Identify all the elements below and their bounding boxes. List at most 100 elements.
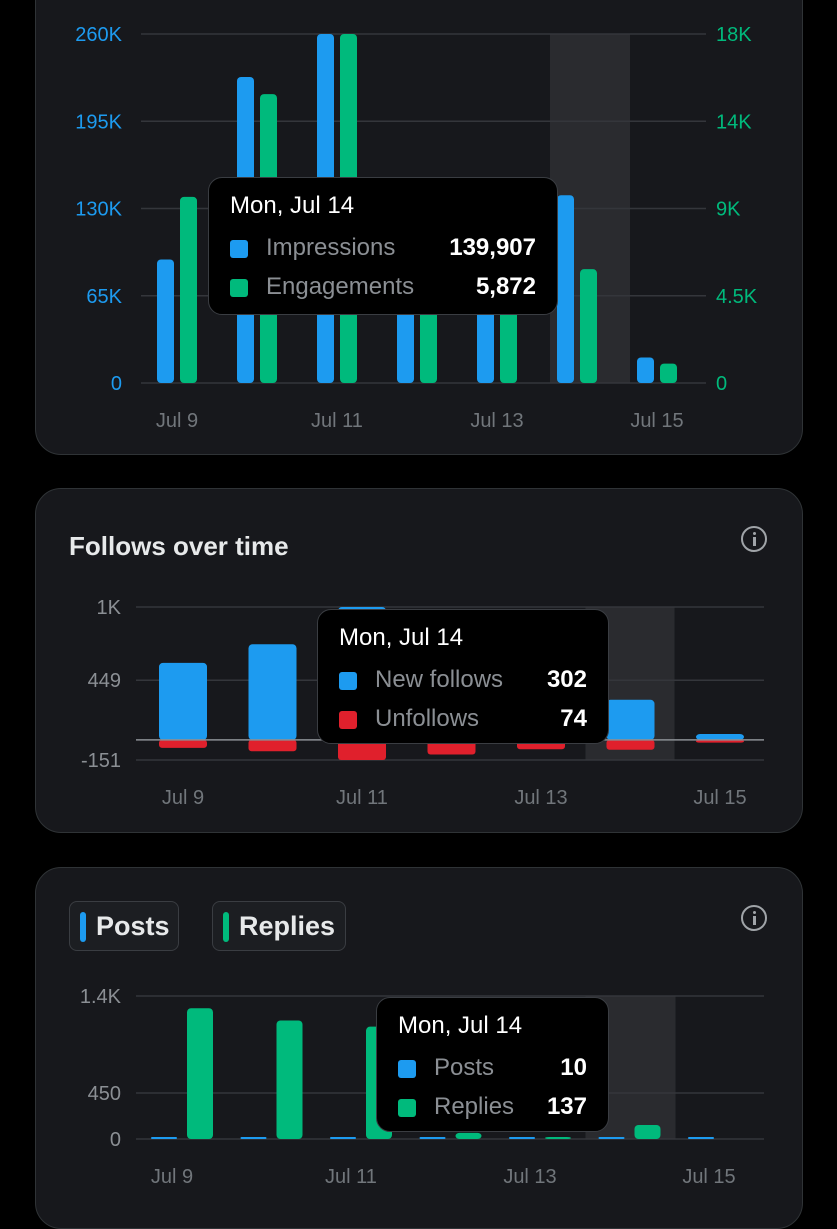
follows-tooltip: Mon, Jul 14 New follows 302 Unfollows 74	[317, 609, 609, 744]
replies-legend-marker	[223, 912, 229, 942]
y-left-tick-label: 130K	[75, 199, 122, 221]
y-tick-label: 450	[88, 1083, 121, 1105]
x-tick-label: Jul 11	[325, 1166, 377, 1188]
tooltip-date: Mon, Jul 14	[230, 192, 355, 219]
x-tick-label: Jul 9	[156, 410, 198, 432]
y-right-tick-label: 4.5K	[716, 286, 758, 308]
y-tick-label: 449	[88, 670, 121, 692]
tooltip-value: 74	[560, 705, 587, 732]
replies-bar	[634, 1125, 661, 1139]
follows-card: Follows over time -151 449 1K Jul 9 Jul 11 Ju…	[35, 488, 803, 833]
replies-bar	[545, 1136, 571, 1139]
y-right-tick-label: 18K	[716, 24, 752, 46]
tooltip-row-unfollows: Unfollows 74	[339, 704, 587, 734]
tooltip-label: Impressions	[266, 234, 396, 261]
posts-replies-card: Posts Replies 0 450 1.4K Jul 9 Jul 11 Jul 13 J…	[35, 867, 803, 1229]
tooltip-label: Unfollows	[375, 705, 480, 732]
engagements-bar	[500, 295, 517, 383]
tooltip-value: 137	[546, 1093, 587, 1120]
tooltip-row-impressions: Impressions 139,907	[230, 233, 536, 263]
tooltip-label: Replies	[434, 1093, 515, 1120]
posts-bar	[330, 1137, 356, 1139]
posts-bar	[688, 1137, 714, 1139]
engagements-bar	[580, 269, 597, 383]
x-tick-label: Jul 11	[311, 410, 363, 432]
tooltip-label: New follows	[375, 666, 504, 693]
engagements-bar	[660, 363, 677, 383]
new-follows-bar	[696, 733, 744, 740]
posts-bar	[240, 1137, 267, 1139]
tooltip-row-replies: Replies 137	[398, 1092, 587, 1122]
tooltip-date: Mon, Jul 14	[339, 624, 464, 651]
y-left-tick-label: 195K	[75, 111, 122, 133]
posts-tooltip: Mon, Jul 14 Posts 10 Replies 137	[376, 997, 609, 1132]
posts-bar	[151, 1137, 177, 1139]
new-follows-swatch	[339, 672, 357, 690]
y-right-tick-label: 0	[716, 373, 727, 395]
new-follows-bar	[248, 644, 297, 740]
posts-toggle[interactable]: Posts	[69, 901, 179, 951]
impressions-swatch	[230, 240, 248, 258]
y-left-tick-label: 260K	[75, 24, 122, 46]
x-tick-label: Jul 13	[470, 410, 523, 432]
impressions-engagements-card: 0 65K 130K 195K 260K 0 4.5K 9K 14K 18K Jul 9 Jul 11…	[35, 0, 803, 455]
y-tick-label: 1.4K	[80, 986, 122, 1008]
replies-swatch	[398, 1099, 416, 1117]
posts-bar	[419, 1137, 446, 1139]
tooltip-value: 10	[560, 1054, 587, 1081]
posts-bar	[598, 1137, 625, 1139]
x-tick-label: Jul 15	[682, 1166, 735, 1188]
impressions-bar	[397, 302, 414, 383]
unfollows-bar	[606, 739, 655, 750]
impressions-bar	[557, 195, 574, 383]
info-icon[interactable]	[741, 526, 767, 552]
engagements-swatch	[230, 279, 248, 297]
tooltip-value: 5,872	[475, 273, 536, 300]
x-tick-label: Jul 11	[336, 787, 388, 809]
posts-replies-chart[interactable]: 0 450 1.4K Jul 9 Jul 11 Jul 13 Jul 15	[36, 868, 802, 1228]
unfollows-bar	[338, 739, 386, 760]
posts-swatch	[398, 1060, 416, 1078]
new-follows-bar	[606, 699, 655, 740]
y-right-tick-label: 9K	[716, 199, 741, 221]
impressions-bar	[637, 357, 654, 383]
card-title: Follows over time	[69, 531, 289, 561]
replies-toggle[interactable]: Replies	[212, 901, 346, 951]
unfollows-bar	[159, 739, 207, 748]
tooltip-date: Mon, Jul 14	[398, 1012, 523, 1039]
tooltip-label: Engagements	[266, 273, 415, 300]
impressions-bar	[157, 259, 174, 383]
tooltip-row-posts: Posts 10	[398, 1053, 587, 1083]
y-tick-label: -151	[81, 750, 121, 772]
y-left-tick-label: 0	[111, 373, 122, 395]
engagements-bar	[420, 301, 437, 383]
y-tick-label: 0	[110, 1129, 121, 1151]
unfollows-swatch	[339, 711, 357, 729]
tooltip-value: 302	[546, 666, 587, 693]
y-right-tick-label: 14K	[716, 111, 752, 133]
y-left-tick-label: 65K	[86, 286, 122, 308]
y-tick-label: 1K	[97, 597, 122, 619]
x-tick-label: Jul 13	[514, 787, 567, 809]
x-tick-label: Jul 9	[151, 1166, 193, 1188]
tooltip-row-new-follows: New follows 302	[339, 665, 587, 695]
x-tick-label: Jul 15	[693, 787, 746, 809]
replies-toggle-label: Replies	[239, 911, 336, 941]
engagements-bar	[180, 196, 197, 383]
x-tick-label: Jul 9	[162, 787, 204, 809]
x-tick-label: Jul 13	[503, 1166, 556, 1188]
impressions-tooltip: Mon, Jul 14 Impressions 139,907 Engageme…	[208, 177, 558, 315]
tooltip-label: Posts	[434, 1054, 495, 1081]
posts-legend-marker	[80, 912, 86, 942]
info-icon[interactable]	[741, 905, 767, 931]
replies-bar	[276, 1020, 303, 1139]
replies-bar	[187, 1008, 213, 1139]
tooltip-value: 139,907	[449, 234, 536, 261]
x-tick-label: Jul 15	[630, 410, 683, 432]
posts-bar	[509, 1137, 535, 1139]
posts-toggle-label: Posts	[96, 911, 170, 941]
tooltip-row-engagements: Engagements 5,872	[230, 272, 536, 302]
unfollows-bar	[248, 739, 297, 752]
new-follows-bar	[159, 662, 207, 740]
replies-bar	[455, 1132, 482, 1139]
